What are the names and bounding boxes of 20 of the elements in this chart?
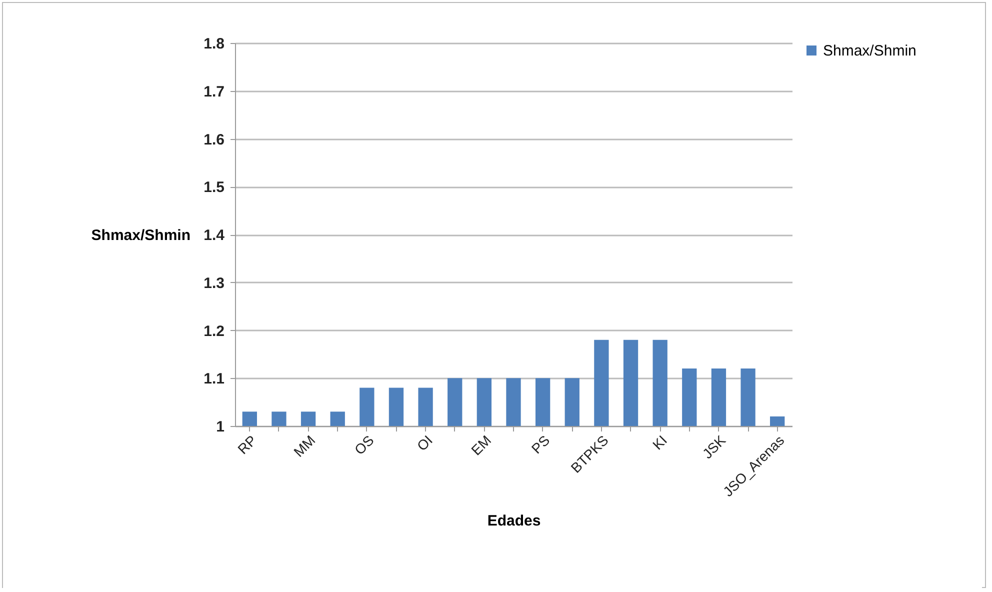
- y-tick-label: 1.6: [204, 131, 224, 148]
- legend-label: Shmax/Shmin: [823, 42, 916, 60]
- x-tick-label: KI: [649, 432, 670, 453]
- x-tick-label: EM: [468, 432, 494, 458]
- x-axis-title: Edades: [487, 512, 541, 530]
- y-tick-label: 1: [216, 418, 224, 436]
- x-tick-label: OI: [414, 432, 436, 454]
- x-tick-label: MM: [290, 432, 318, 460]
- y-tick-label: 1.1: [204, 370, 224, 388]
- y-tick-label: 1.3: [204, 274, 224, 292]
- y-axis-title: Shmax/Shmin: [91, 227, 190, 244]
- x-tick-label: OS: [351, 432, 377, 458]
- y-tick-label: 1.8: [204, 36, 224, 52]
- x-tick-label: JSK: [699, 432, 730, 462]
- y-tick-label: 1.2: [204, 322, 224, 340]
- x-tick-label: RP: [234, 432, 260, 458]
- y-tick-label: 1.5: [204, 179, 224, 196]
- y-tick-label: 1.7: [204, 83, 224, 100]
- x-tick-label: PS: [528, 432, 553, 457]
- y-tick-label: 1.4: [204, 227, 226, 244]
